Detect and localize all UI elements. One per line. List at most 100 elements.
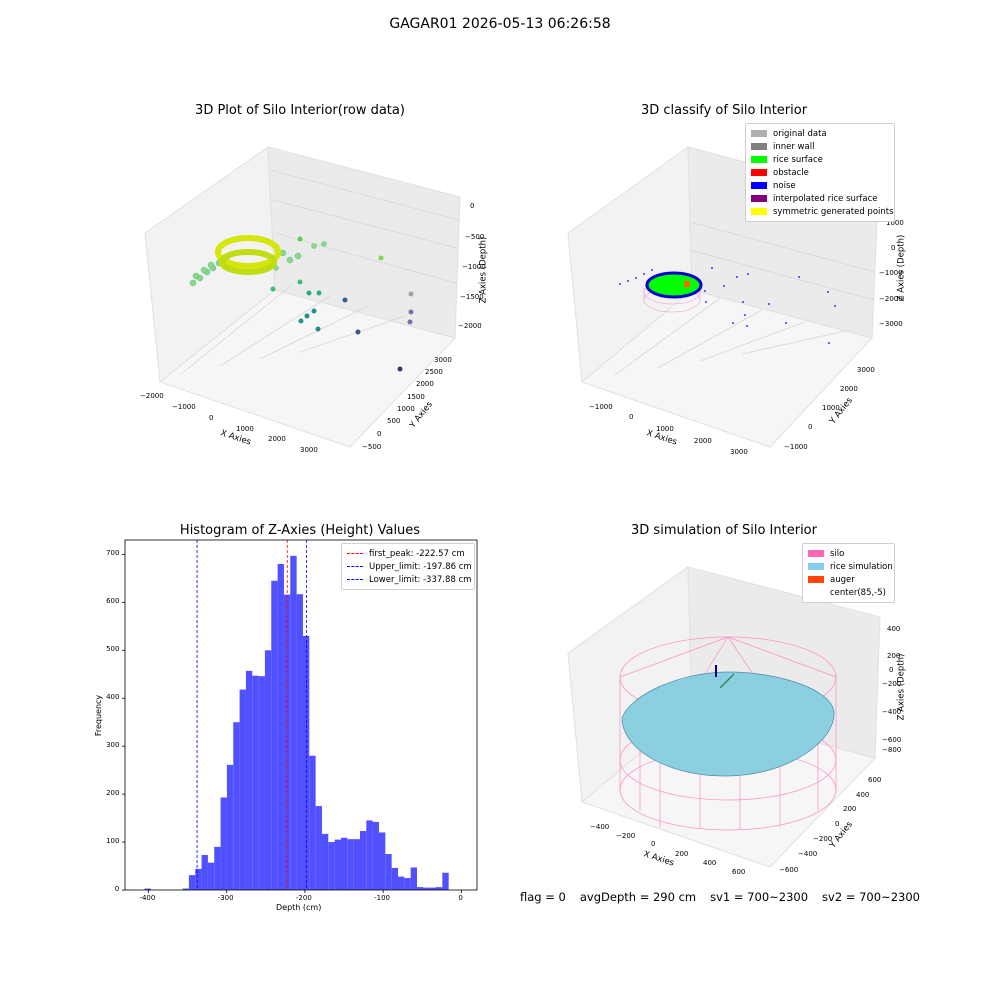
simulation-xtick: 600 [732, 868, 746, 876]
histogram-bar [442, 872, 449, 890]
legend-item: Lower_limit: -337.88 cm [347, 573, 471, 586]
histogram-bar [245, 670, 253, 890]
simulation-ztick: −200 [882, 680, 902, 688]
legend-label: noise [773, 180, 796, 191]
legend-swatch [808, 550, 824, 557]
simulation-ztick: −800 [882, 746, 902, 754]
histogram-plot [122, 539, 478, 893]
simulation-xtick: 200 [675, 850, 689, 858]
classify-ytick: 2000 [840, 385, 858, 393]
avg-depth-readout: avgDepth = 290 cm [579, 890, 697, 904]
histogram-bar [188, 875, 196, 890]
sv1-readout: sv1 = 700~2300 [710, 890, 809, 904]
flag-readout: flag = 0 [520, 890, 566, 904]
histogram-bar [207, 862, 215, 890]
classify-obstacle [684, 281, 690, 287]
legend-swatch [808, 576, 824, 583]
simulation-zlabel: Z Axies (Depth) [896, 653, 907, 721]
legend-label: rice surface [773, 154, 823, 165]
classify-ztick: 1000 [886, 219, 904, 227]
histogram-bar [302, 635, 310, 890]
histogram-bar [328, 842, 335, 890]
histogram-xtick: -100 [374, 894, 391, 902]
histogram-ytick: 0 [114, 885, 120, 893]
raw-ytick: 0 [377, 430, 382, 438]
classify-ytick: 3000 [857, 366, 875, 374]
histogram-bar [436, 887, 443, 890]
simulation-ytick: 400 [856, 791, 870, 799]
legend-swatch [751, 156, 767, 163]
legend-item: Upper_limit: -197.86 cm [347, 560, 472, 573]
raw-xtick: −1000 [172, 403, 196, 411]
sv2-readout: sv2 = 700~2300 [822, 890, 920, 904]
raw-data-3d-plot [144, 146, 461, 448]
classify-noise-points [619, 267, 836, 344]
legend-label: auger [830, 574, 855, 585]
histogram-ytick: 300 [106, 741, 120, 750]
simulation-plot-title: 3D simulation of Silo Interior [631, 523, 817, 538]
legend-label: original data [773, 128, 827, 139]
classify-plot-title: 3D classify of Silo Interior [640, 103, 808, 118]
simulation-3d-plot [567, 566, 881, 868]
classify-ytick: 1000 [822, 404, 840, 412]
simulation-ztick: 200 [887, 652, 901, 660]
histogram-bar [347, 839, 354, 890]
legend-swatch [751, 143, 767, 150]
classify-pane-floor [581, 289, 873, 448]
histogram-xtick: 0 [458, 894, 463, 902]
legend-swatch [751, 182, 767, 189]
raw-xtick: 0 [209, 414, 214, 422]
histogram-bar [214, 846, 221, 890]
legend-swatch [751, 169, 767, 176]
status-footer: flag = 0 avgDepth = 290 cm sv1 = 700~2300 s… [520, 890, 934, 904]
classify-rice-surface [645, 271, 703, 299]
raw-ztick: −1500 [460, 293, 484, 301]
simulation-legend: silo rice simulation auger center(85,-5) [802, 543, 895, 603]
classify-legend: original data inner wall rice surface ob… [745, 123, 895, 222]
legend-item: rice simulation [808, 560, 893, 573]
histogram-frame [124, 539, 478, 891]
raw-ztick: −2000 [458, 322, 482, 330]
raw-ytick: 3000 [434, 356, 452, 364]
classify-gridlines [614, 221, 876, 376]
histogram-bar [144, 888, 151, 890]
simulation-ztick: 0 [889, 666, 894, 674]
histogram-bar [290, 555, 297, 890]
histogram-xtick: -300 [217, 894, 234, 902]
legend-item: auger [808, 573, 889, 586]
raw-xtick: 1000 [236, 425, 254, 433]
histogram-ytick: 400 [106, 693, 120, 702]
simulation-ytick: 600 [868, 776, 882, 784]
legend-item: obstacle [751, 166, 889, 179]
figure-suptitle: GAGAR01 2026-05-13 06:26:58 [389, 16, 611, 32]
raw-ztick: 0 [470, 202, 475, 210]
histogram-ytick: 600 [106, 597, 120, 606]
raw-ytick: 1500 [407, 393, 425, 401]
histogram-bar [315, 806, 322, 890]
simulation-ztick: −400 [882, 708, 902, 716]
classify-xtick: 3000 [730, 448, 748, 456]
legend-label: silo [830, 548, 845, 559]
histogram-bar [226, 764, 234, 890]
legend-swatch [808, 589, 824, 596]
legend-item: center(85,-5) [808, 586, 889, 599]
histogram-bar [277, 563, 284, 890]
simulation-ztick: 400 [887, 625, 901, 633]
simulation-xtick: 0 [651, 840, 656, 848]
histogram-bar [252, 675, 259, 890]
legend-item: rice surface [751, 153, 889, 166]
histogram-bar [391, 867, 398, 890]
legend-item: silo [808, 547, 889, 560]
simulation-ytick: 200 [843, 805, 857, 813]
histogram-bar [182, 888, 189, 890]
histogram-bar [334, 839, 341, 890]
simulation-ytick: −400 [798, 850, 818, 858]
legend-line [347, 566, 363, 567]
histogram-bar [385, 854, 392, 890]
histogram-bar [233, 722, 240, 890]
histogram-bar [372, 821, 379, 890]
raw-zlabel: Z Axies (Depth) [478, 236, 489, 304]
legend-item: inner wall [751, 140, 889, 153]
histogram-bar [423, 887, 430, 890]
